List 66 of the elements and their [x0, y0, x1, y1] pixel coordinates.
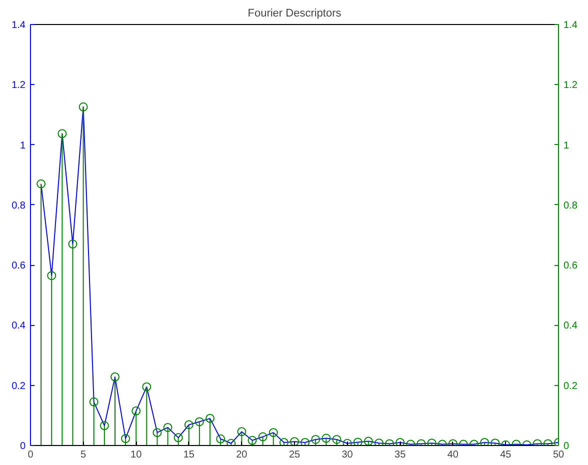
- point: [132, 406, 141, 416]
- point: [374, 438, 384, 446]
- x-tick-label: 30: [342, 450, 354, 460]
- point: [206, 414, 215, 423]
- point: [47, 271, 56, 280]
- y-tick-label: 0.6: [12, 260, 26, 272]
- y-tick-label: 0: [20, 441, 26, 452]
- point: [163, 422, 172, 432]
- point: [36, 179, 46, 188]
- x-tick-label: 45: [500, 450, 512, 460]
- y2-tick-label: 1.4: [564, 20, 578, 31]
- point: [290, 437, 299, 446]
- y-tick-label: 1: [20, 140, 26, 152]
- y-tick-label: 1.2: [12, 80, 26, 92]
- point: [480, 438, 490, 446]
- point: [353, 438, 362, 446]
- point: [427, 438, 436, 446]
- y2-tick-label: 0.8: [564, 200, 578, 212]
- point: [68, 240, 78, 249]
- x-tick-label: 15: [183, 450, 195, 460]
- point: [142, 382, 152, 392]
- point: [100, 421, 109, 430]
- point: [279, 438, 288, 446]
- y2-tick-label: 1.2: [564, 80, 578, 92]
- point: [110, 372, 120, 382]
- x-tick-label: 40: [447, 450, 459, 460]
- chart-title: Fourier Descriptors: [248, 8, 342, 20]
- point: [364, 436, 373, 446]
- point: [322, 434, 331, 443]
- point: [258, 432, 268, 442]
- y-tick-label: 1.4: [12, 20, 26, 31]
- point: [58, 129, 67, 138]
- y-tick-label: 0.2: [12, 380, 26, 392]
- line-series: [40, 106, 558, 446]
- point: [152, 428, 162, 438]
- y2-tick-label: 0.6: [564, 260, 578, 272]
- x-tick-label: 25: [288, 450, 300, 460]
- point: [300, 438, 310, 446]
- point: [194, 417, 204, 426]
- point: [268, 428, 278, 438]
- point: [78, 102, 88, 112]
- y2-tick-label: 1: [564, 140, 570, 152]
- point: [121, 434, 130, 444]
- point: [174, 433, 183, 442]
- point: [311, 434, 320, 444]
- y2-tick-label: 0.2: [564, 380, 578, 392]
- point: [216, 434, 226, 444]
- point: [248, 436, 257, 445]
- y-tick-label: 0.8: [12, 200, 26, 212]
- point: [490, 438, 500, 446]
- point: [184, 420, 194, 430]
- y2-tick-label: 0: [564, 441, 570, 452]
- point: [342, 438, 352, 446]
- point: [89, 397, 98, 406]
- x-tick-label: 0: [28, 450, 34, 460]
- x-tick-label: 10: [130, 450, 142, 460]
- x-tick-label: 5: [80, 450, 87, 460]
- x-tick-label: 50: [552, 450, 564, 460]
- point: [226, 438, 236, 446]
- x-tick-label: 20: [236, 450, 248, 460]
- point: [332, 434, 342, 444]
- point: [237, 427, 246, 436]
- point: [396, 438, 405, 446]
- y-tick-label: 0.4: [12, 320, 26, 332]
- y2-tick-label: 0.4: [564, 320, 578, 332]
- x-tick-label: 35: [394, 450, 406, 460]
